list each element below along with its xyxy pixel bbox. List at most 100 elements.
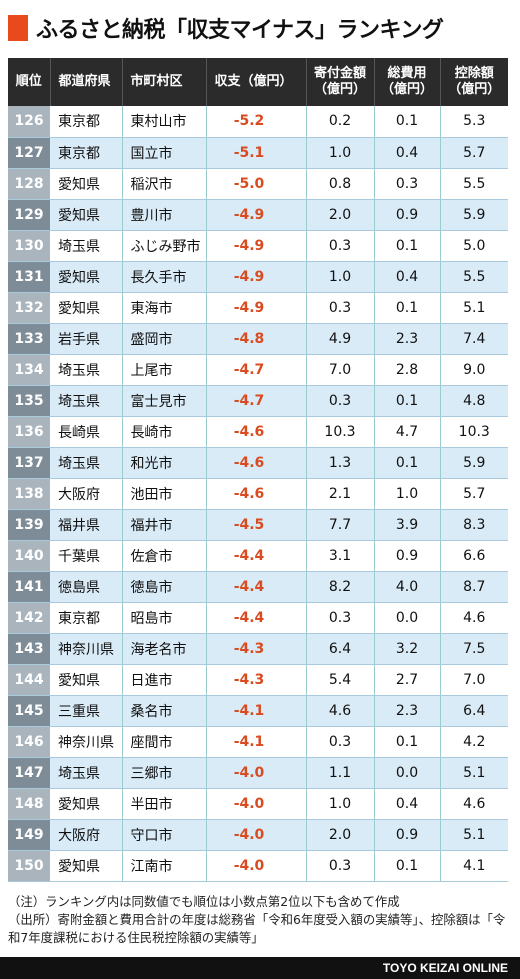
prefecture-cell: 愛知県: [50, 850, 123, 882]
donation-cell: 7.0: [306, 354, 375, 386]
balance-cell: -5.0: [206, 168, 307, 200]
table-row: 147 埼玉県 三郷市 -4.0 1.1 0.0 5.1: [8, 757, 508, 789]
page-title: ふるさと納税「収支マイナス」ランキング: [36, 18, 444, 43]
header-rank: 順位: [8, 58, 51, 106]
cost-cell: 3.9: [374, 509, 441, 541]
prefecture-cell: 愛知県: [50, 199, 123, 231]
donation-cell: 0.2: [306, 106, 375, 138]
municipality-cell: 池田市: [122, 478, 207, 510]
table-row: 134 埼玉県 上尾市 -4.7 7.0 2.8 9.0: [8, 354, 508, 386]
deduction-cell: 7.4: [440, 323, 508, 355]
cost-cell: 2.7: [374, 664, 441, 696]
deduction-cell: 5.7: [440, 478, 508, 510]
cost-cell: 0.0: [374, 757, 441, 789]
deduction-cell: 8.3: [440, 509, 508, 541]
municipality-cell: 東海市: [122, 292, 207, 324]
balance-cell: -4.9: [206, 292, 307, 324]
rank-cell: 141: [8, 571, 50, 603]
balance-cell: -4.6: [206, 447, 307, 479]
table-body: 126 東京都 東村山市 -5.2 0.2 0.1 5.3 127 東京都 国立市 -5.1 1.0 0…: [8, 106, 508, 882]
note-line: （注）ランキング内は同数値でも順位は小数点第2位以下も含めて作成: [8, 894, 400, 909]
rank-cell: 127: [8, 137, 50, 169]
prefecture-cell: 大阪府: [50, 478, 123, 510]
balance-cell: -4.0: [206, 788, 307, 820]
balance-cell: -4.6: [206, 416, 307, 448]
deduction-cell: 5.5: [440, 261, 508, 293]
balance-cell: -5.1: [206, 137, 307, 169]
cost-cell: 0.3: [374, 168, 441, 200]
rank-cell: 128: [8, 168, 50, 200]
rank-cell: 130: [8, 230, 50, 262]
table-row: 128 愛知県 稲沢市 -5.0 0.8 0.3 5.5: [8, 168, 508, 200]
prefecture-cell: 愛知県: [50, 261, 123, 293]
table-row: 140 千葉県 佐倉市 -4.4 3.1 0.9 6.6: [8, 540, 508, 572]
municipality-cell: 徳島市: [122, 571, 207, 603]
rank-cell: 129: [8, 199, 50, 231]
prefecture-cell: 大阪府: [50, 819, 123, 851]
municipality-cell: 上尾市: [122, 354, 207, 386]
ranking-table: 順位 都道府県 市町村区 収支（億円） 寄付金額 （億円） 総費用 （億円） 控…: [8, 58, 508, 882]
prefecture-cell: 愛知県: [50, 664, 123, 696]
prefecture-cell: 神奈川県: [50, 726, 123, 758]
balance-cell: -4.9: [206, 199, 307, 231]
balance-cell: -4.8: [206, 323, 307, 355]
prefecture-cell: 埼玉県: [50, 447, 123, 479]
donation-cell: 1.0: [306, 788, 375, 820]
footer-brand: TOYO KEIZAI ONLINE: [0, 957, 520, 979]
balance-cell: -4.9: [206, 261, 307, 293]
prefecture-cell: 埼玉県: [50, 354, 123, 386]
prefecture-cell: 神奈川県: [50, 633, 123, 665]
cost-cell: 0.9: [374, 540, 441, 572]
cost-cell: 0.4: [374, 788, 441, 820]
donation-cell: 7.7: [306, 509, 375, 541]
table-row: 131 愛知県 長久手市 -4.9 1.0 0.4 5.5: [8, 261, 508, 293]
rank-cell: 136: [8, 416, 50, 448]
prefecture-cell: 愛知県: [50, 788, 123, 820]
municipality-cell: 豊川市: [122, 199, 207, 231]
donation-cell: 2.1: [306, 478, 375, 510]
rank-cell: 133: [8, 323, 50, 355]
table-row: 141 徳島県 徳島市 -4.4 8.2 4.0 8.7: [8, 571, 508, 603]
balance-cell: -4.3: [206, 633, 307, 665]
table-row: 143 神奈川県 海老名市 -4.3 6.4 3.2 7.5: [8, 633, 508, 665]
donation-cell: 2.0: [306, 199, 375, 231]
header-deduction: 控除額 （億円）: [440, 58, 508, 106]
municipality-cell: 佐倉市: [122, 540, 207, 572]
municipality-cell: 三郷市: [122, 757, 207, 789]
donation-cell: 3.1: [306, 540, 375, 572]
donation-cell: 0.3: [306, 602, 375, 634]
balance-cell: -4.6: [206, 478, 307, 510]
table-row: 132 愛知県 東海市 -4.9 0.3 0.1 5.1: [8, 292, 508, 324]
table-row: 139 福井県 福井市 -4.5 7.7 3.9 8.3: [8, 509, 508, 541]
notes: （注）ランキング内は同数値でも順位は小数点第2位以下も含めて作成 （出所）寄附金…: [8, 893, 514, 947]
rank-cell: 132: [8, 292, 50, 324]
donation-cell: 1.3: [306, 447, 375, 479]
municipality-cell: 稲沢市: [122, 168, 207, 200]
prefecture-cell: 福井県: [50, 509, 123, 541]
cost-cell: 2.3: [374, 323, 441, 355]
cost-cell: 0.4: [374, 261, 441, 293]
donation-cell: 1.0: [306, 137, 375, 169]
municipality-cell: 長崎市: [122, 416, 207, 448]
donation-cell: 0.3: [306, 850, 375, 882]
prefecture-cell: 愛知県: [50, 292, 123, 324]
rank-cell: 134: [8, 354, 50, 386]
municipality-cell: 富士見市: [122, 385, 207, 417]
table-row: 138 大阪府 池田市 -4.6 2.1 1.0 5.7: [8, 478, 508, 510]
municipality-cell: 守口市: [122, 819, 207, 851]
deduction-cell: 5.1: [440, 292, 508, 324]
donation-cell: 0.3: [306, 726, 375, 758]
rank-cell: 135: [8, 385, 50, 417]
rank-cell: 149: [8, 819, 50, 851]
rank-cell: 150: [8, 850, 50, 882]
donation-cell: 6.4: [306, 633, 375, 665]
cost-cell: 0.1: [374, 230, 441, 262]
header-municipality: 市町村区: [122, 58, 207, 106]
cost-cell: 4.7: [374, 416, 441, 448]
prefecture-cell: 長崎県: [50, 416, 123, 448]
cost-cell: 1.0: [374, 478, 441, 510]
donation-cell: 0.3: [306, 292, 375, 324]
municipality-cell: 海老名市: [122, 633, 207, 665]
municipality-cell: 国立市: [122, 137, 207, 169]
rank-cell: 147: [8, 757, 50, 789]
